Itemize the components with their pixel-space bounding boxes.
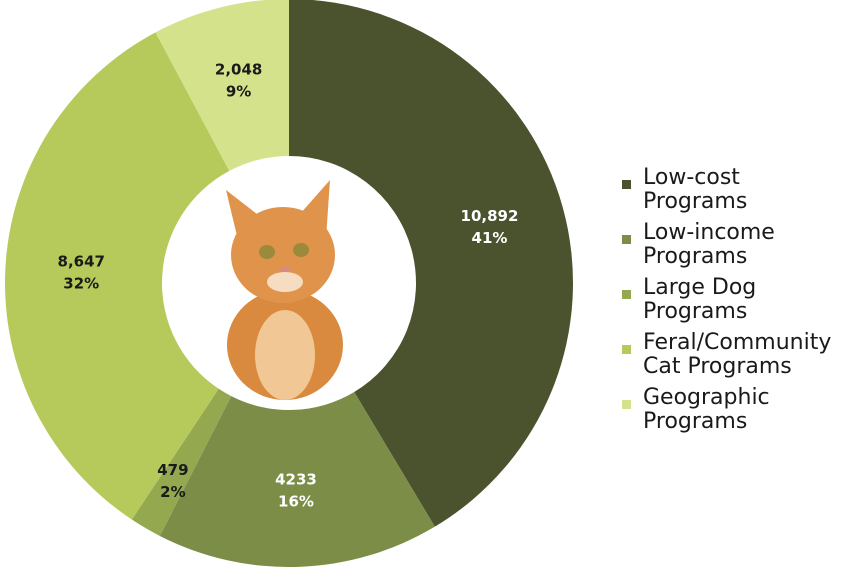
- donut-slice: [131, 388, 232, 536]
- donut-slice: [5, 32, 230, 520]
- value-label: 4233: [275, 470, 317, 488]
- legend: Low-cost Programs Low-income Programs Larg…: [622, 166, 862, 441]
- legend-label: Geographic Programs: [643, 385, 770, 434]
- legend-label: Low-income Programs: [643, 220, 775, 269]
- legend-swatch: [622, 290, 631, 299]
- percent-label: 41%: [472, 229, 508, 247]
- legend-swatch: [622, 180, 631, 189]
- percent-label: 16%: [278, 492, 314, 510]
- donut-slice: [159, 391, 435, 567]
- legend-swatch: [622, 400, 631, 409]
- legend-item: Low-income Programs: [622, 221, 862, 269]
- value-label: 479: [157, 461, 188, 479]
- legend-label: Large Dog Programs: [643, 275, 757, 324]
- percent-label: 9%: [226, 83, 251, 101]
- legend-label: Feral/Community Cat Programs: [643, 330, 832, 379]
- percent-label: 32%: [63, 274, 99, 292]
- legend-swatch: [622, 235, 631, 244]
- legend-item: Feral/Community Cat Programs: [622, 331, 862, 379]
- legend-label: Low-cost Programs: [643, 165, 748, 214]
- value-label: 10,892: [461, 207, 519, 225]
- legend-item: Large Dog Programs: [622, 276, 862, 324]
- donut-slice: [155, 0, 289, 171]
- value-label: 8,647: [58, 252, 105, 270]
- legend-item: Low-cost Programs: [622, 166, 862, 214]
- legend-swatch: [622, 345, 631, 354]
- cat-illustration: [226, 180, 343, 400]
- legend-item: Geographic Programs: [622, 386, 862, 434]
- percent-label: 2%: [160, 483, 185, 501]
- chart: 10,892 41% 4233 16% 479 2% 8,647 32% 2,048 9%: [5, 0, 574, 567]
- donut-slice: [289, 0, 574, 527]
- value-label: 2,048: [215, 61, 262, 79]
